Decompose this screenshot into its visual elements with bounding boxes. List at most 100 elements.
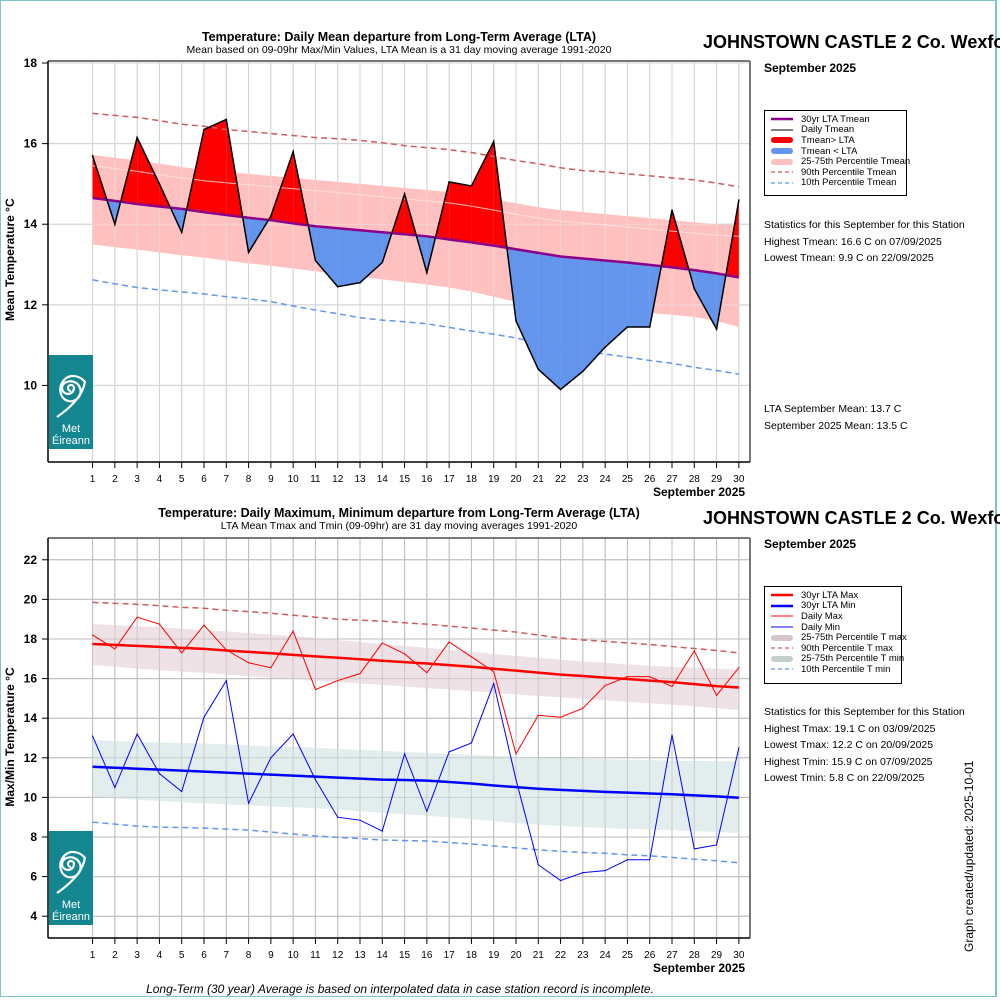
x-tick-label: 14: [377, 950, 389, 961]
x-tick-label: 11: [310, 474, 321, 485]
data-point-daily-min: [671, 734, 673, 736]
data-point-daily-min: [448, 751, 450, 753]
data-point-daily-max: [537, 714, 539, 716]
x-tick-label: 2: [112, 950, 118, 961]
x-tick-label: 10: [288, 950, 300, 961]
lta-september-mean: LTA September Mean: 13.7 C: [764, 403, 902, 415]
legend-item: 25-75th Percentile Tmean: [771, 156, 910, 167]
met-eireann-logo-bottom: Met Éireann: [49, 831, 93, 925]
data-point-daily-max: [158, 623, 161, 625]
data-point-daily-min: [181, 790, 183, 793]
data-point-daily-max: [270, 667, 272, 669]
x-tick-label: 27: [666, 474, 678, 485]
percentile-band-tmin: [92, 739, 739, 834]
below-lta-area: [560, 256, 583, 390]
data-point-daily-tmean: [648, 326, 651, 328]
legend-item: Tmean < LTA: [771, 146, 900, 157]
data-point-daily-min: [693, 848, 695, 850]
data-point-daily-max: [649, 676, 651, 678]
legend-swatch: [771, 626, 793, 628]
data-point-daily-tmean: [515, 320, 517, 322]
data-point-daily-max: [470, 656, 473, 658]
mean-x-axis-label: September 2025: [653, 485, 746, 499]
series-90th-percentile-tmean: [92, 112, 739, 188]
data-point-daily-max: [604, 684, 606, 687]
footer-note: Long-Term (30 year) Average is based on …: [146, 982, 654, 996]
x-tick-label: 5: [179, 950, 185, 961]
legend-label: 25-75th Percentile T max: [801, 632, 907, 644]
data-point-daily-tmean: [693, 287, 696, 290]
x-tick-label: 3: [134, 950, 140, 961]
data-point-daily-min: [493, 682, 495, 685]
data-point-daily-tmean: [91, 154, 94, 157]
legend-item: 10th Percentile T min: [771, 664, 895, 675]
series-daily-max: [92, 616, 740, 756]
september-2025-mean: September 2025 Mean: 13.5 C: [764, 419, 908, 432]
data-point-daily-min: [270, 757, 272, 759]
series-daily-min: [92, 679, 740, 882]
data-point-daily-min: [114, 786, 116, 789]
legend-item: 10th Percentile Tmean: [771, 177, 900, 189]
data-point-daily-tmean: [715, 328, 718, 330]
data-point-daily-min: [537, 864, 539, 866]
data-point-daily-max: [515, 753, 517, 755]
data-point-daily-tmean: [314, 259, 317, 262]
maxmin-station-name: JOHNSTOWN CASTLE 2 Co. Wexford: [703, 508, 1000, 528]
x-tick-label: 24: [600, 950, 612, 961]
data-point-daily-min: [426, 810, 428, 812]
data-point-daily-min: [381, 830, 383, 832]
x-tick-label: 21: [533, 950, 545, 961]
data-point-daily-tmean: [158, 183, 161, 185]
mean-month-label: September 2025: [764, 61, 857, 75]
x-tick-label: 20: [510, 474, 522, 485]
mean-summary: LTA September Mean: 13.7 C September 202…: [764, 401, 908, 434]
x-tick-label: 13: [354, 474, 366, 485]
data-point-daily-min: [203, 716, 205, 718]
data-point-daily-min: [91, 735, 94, 737]
legend-swatch: [771, 129, 793, 131]
data-point-daily-tmean: [426, 271, 428, 274]
y-tick-label: 14: [24, 217, 38, 231]
legend-label: 25-75th Percentile Tmean: [801, 156, 911, 168]
x-tick-label: 9: [268, 474, 274, 485]
mean-station-name: JOHNSTOWN CASTLE 2 Co. Wexford: [703, 32, 1000, 52]
legend-item: 30yr LTA Tmean: [771, 114, 900, 125]
x-tick-label: 30: [733, 474, 745, 485]
x-tick-label: 15: [399, 950, 411, 961]
y-tick-label: 14: [24, 711, 38, 725]
logo-text-eireann: Éireann: [52, 435, 90, 447]
data-point-daily-max: [225, 649, 227, 651]
maxmin-x-axis-label: September 2025: [653, 961, 746, 975]
above-lta-area: [137, 137, 160, 207]
stat-highest-tmean: Highest Tmean: 16.6 C on 07/09/2025: [764, 235, 942, 248]
data-point-daily-min: [582, 872, 584, 874]
y-tick-label: 18: [24, 56, 38, 70]
x-tick-label: 28: [689, 474, 701, 485]
x-tick-label: 6: [201, 474, 207, 485]
x-tick-label: 24: [600, 474, 612, 485]
data-point-daily-min: [359, 819, 361, 821]
legend-swatch: [771, 668, 793, 671]
stats-heading: Statistics for this September for this S…: [764, 706, 965, 718]
data-point-daily-tmean: [359, 281, 361, 284]
data-point-daily-min: [559, 879, 562, 882]
maxmin-chart-subtitle: LTA Mean Tmax and Tmin (09-09hr) are 31 …: [220, 520, 578, 532]
data-point-daily-max: [403, 653, 406, 655]
legend-swatch: [771, 118, 793, 121]
series-90th-percentile-tmax: [92, 601, 739, 654]
x-tick-label: 8: [246, 950, 252, 961]
y-tick-label: 6: [30, 870, 37, 884]
data-point-daily-tmean: [738, 199, 740, 201]
data-point-daily-min: [292, 733, 294, 735]
maxmin-month-label: September 2025: [764, 537, 857, 551]
x-tick-label: 12: [332, 474, 344, 485]
legend-item: 30yr LTA Min: [771, 600, 895, 611]
legend-item: 90th Percentile Tmean: [771, 167, 900, 178]
legend-label: 10th Percentile Tmean: [801, 177, 897, 189]
data-point-daily-min: [738, 747, 740, 749]
below-lta-area: [582, 258, 606, 372]
data-point-daily-min: [247, 802, 250, 804]
x-tick-label: 13: [354, 950, 366, 961]
data-point-daily-max: [448, 641, 450, 643]
